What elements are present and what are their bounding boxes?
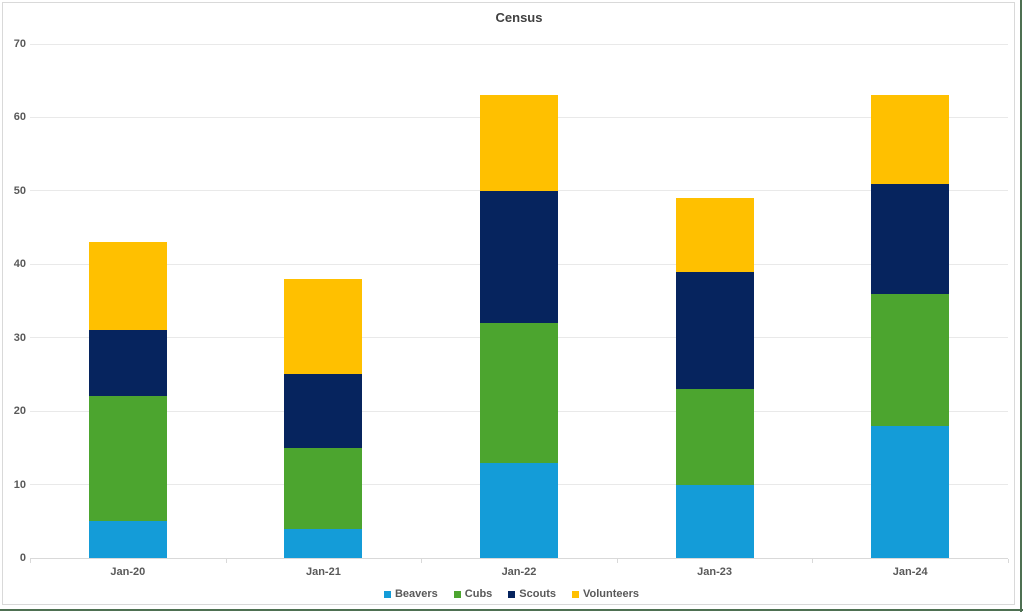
bar-segment-cubs [480,323,558,463]
bar-segment-cubs [88,396,167,522]
x-axis-tick [616,559,618,563]
bar-segment-cubs [871,293,950,426]
bar-segment-beavers [480,462,558,558]
bar-segment-beavers [675,484,754,558]
x-axis-label: Jan-21 [305,566,341,578]
legend-item: Cubs [453,588,493,600]
x-axis-label: Jan-23 [697,566,733,578]
legend-swatch-icon [383,590,391,598]
bar-segment-cubs [675,389,754,485]
bar-segment-volunteers [871,95,950,184]
y-axis-tick-label: 0 [19,552,26,564]
window-border-bottom [0,609,1023,611]
x-axis-label: Jan-20 [110,566,146,578]
y-axis-tick-label: 40 [13,258,26,271]
bar-segment-scouts [480,190,558,323]
bar-segment-scouts [871,183,950,294]
y-axis-tick-label: 10 [13,478,26,491]
x-axis-tick [1008,559,1009,563]
bar-segment-scouts [284,374,363,448]
x-axis-tick [421,559,423,563]
legend-swatch-icon [571,590,579,598]
legend-label: Volunteers [582,588,640,600]
legend-item: Beavers [383,588,438,600]
legend-swatch-icon [508,590,516,598]
gridline [30,43,1008,45]
bar-segment-beavers [871,425,950,558]
legend-label: Scouts [519,588,556,600]
x-axis-tick [812,559,814,563]
legend-swatch-icon [453,590,461,598]
bar-segment-volunteers [675,198,754,272]
x-axis-label: Jan-22 [501,566,537,578]
bar-segment-volunteers [88,242,167,331]
y-axis-tick-label: 30 [13,331,26,344]
x-axis-line [30,558,1008,559]
x-axis-label: Jan-24 [892,566,928,578]
bar-segment-scouts [675,271,754,390]
window-border-right [1020,0,1022,612]
bar-segment-cubs [284,447,363,529]
bar-segment-volunteers [480,95,558,191]
legend: Beavers Cubs Scouts Volunteers [0,586,1023,602]
y-axis-tick-label: 60 [13,111,26,124]
x-axis-tick [30,559,31,563]
bar-segment-beavers [284,528,363,558]
legend-item: Volunteers [571,588,640,600]
y-axis-tick-label: 50 [13,184,26,197]
legend-label: Cubs [464,588,493,600]
y-axis-tick-label: 70 [13,38,26,50]
y-axis-tick-label: 20 [13,405,26,418]
legend-item: Scouts [508,588,556,600]
chart-title: Census [495,10,543,25]
bar-segment-scouts [88,330,167,397]
x-axis-tick [225,559,227,563]
bar-segment-volunteers [284,278,363,375]
bar-segment-beavers [88,521,167,558]
legend-label: Beavers [394,588,438,600]
